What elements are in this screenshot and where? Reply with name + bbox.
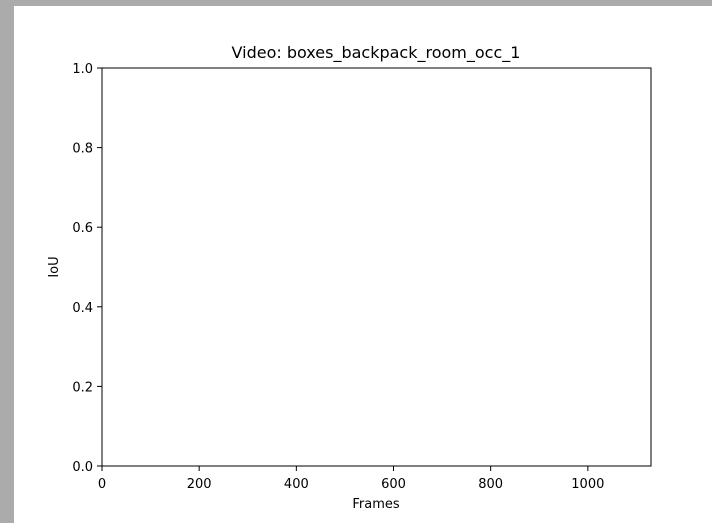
y-tick-label: 0.8 bbox=[72, 142, 93, 157]
y-tick-label: 0.0 bbox=[72, 460, 93, 475]
chart-title: Video: boxes_backpack_room_occ_1 bbox=[232, 43, 521, 63]
x-tick-label: 600 bbox=[381, 477, 406, 492]
figure-canvas: Video: boxes_backpack_room_occ_1 0 200 400… bbox=[14, 6, 712, 523]
x-axis-label: Frames bbox=[352, 497, 400, 512]
y-axis-label: IoU bbox=[47, 256, 62, 277]
x-tick-label: 400 bbox=[284, 477, 309, 492]
x-tick-label: 1000 bbox=[571, 477, 604, 492]
y-axis-ticks: 0.0 0.2 0.4 0.6 0.8 1.0 bbox=[72, 62, 102, 475]
x-tick-label: 800 bbox=[478, 477, 503, 492]
x-tick-label: 200 bbox=[187, 477, 212, 492]
y-tick-label: 0.2 bbox=[72, 380, 93, 395]
y-tick-label: 0.6 bbox=[72, 221, 93, 236]
chart: Video: boxes_backpack_room_occ_1 0 200 400… bbox=[47, 43, 652, 512]
x-tick-label: 0 bbox=[98, 477, 106, 492]
y-tick-label: 0.4 bbox=[72, 301, 93, 316]
x-axis-ticks: 0 200 400 600 800 1000 bbox=[98, 466, 604, 492]
plot-area bbox=[101, 67, 652, 467]
y-tick-label: 1.0 bbox=[72, 62, 93, 77]
